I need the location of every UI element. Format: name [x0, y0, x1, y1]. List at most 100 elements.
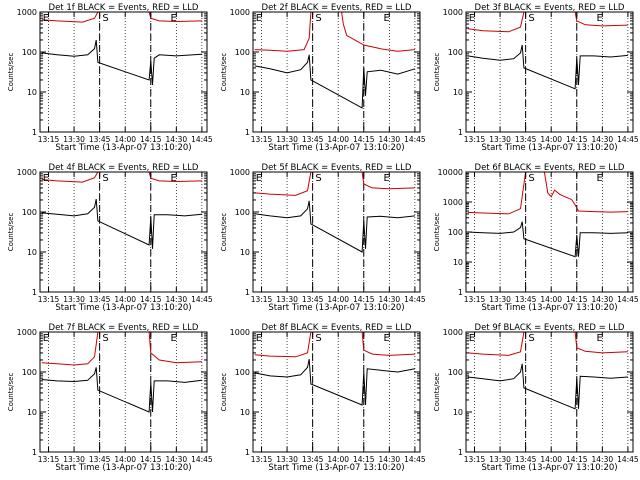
plot-frame	[252, 331, 421, 453]
events-series-line	[254, 358, 415, 406]
event-marker-label: E	[384, 333, 390, 344]
chart-title: Det 8f BLACK = Events, RED = LLD	[262, 323, 412, 333]
x-tick-label: 14:30	[379, 295, 401, 304]
x-tick-label: 13:30	[276, 455, 298, 464]
y-tick-label: 1000	[443, 328, 463, 337]
y-axis-label: Counts/sec	[220, 373, 228, 412]
y-tick-label: 100	[235, 368, 250, 377]
plot-frame	[252, 11, 421, 133]
events-series-line	[254, 200, 415, 253]
y-tick-label: 1000	[17, 8, 37, 17]
x-axis-label: Start Time (13-Apr-07 13:10:20)	[268, 303, 404, 313]
event-marker-label: E	[43, 173, 49, 184]
x-tick-label: 14:00	[540, 455, 562, 464]
y-axis-label: Counts/sec	[433, 53, 441, 92]
plot-frame	[39, 171, 208, 293]
x-tick-label: 13:30	[276, 295, 298, 304]
x-tick-label: 14:30	[166, 455, 188, 464]
chart-panel: 1 10 100 1000 13:15 13:30 13:45 14:00 14:15 14:30…	[7, 163, 213, 313]
x-tick-label: 13:45	[515, 295, 537, 304]
event-marker-label: E	[256, 333, 262, 344]
y-tick-label: 100	[22, 368, 37, 377]
y-tick-label: 1	[458, 128, 463, 137]
x-axis-label: Start Time (13-Apr-07 13:10:20)	[55, 303, 191, 313]
x-tick-label: 14:00	[540, 295, 562, 304]
lld-series-line	[467, 171, 628, 215]
event-marker-label: E	[256, 173, 262, 184]
y-axis-label: Counts/sec	[433, 213, 441, 252]
plot-frame	[465, 11, 634, 133]
y-tick-label: 1000	[230, 168, 250, 177]
y-tick-label: 1000	[230, 328, 250, 337]
y-tick-label: 1000	[17, 168, 37, 177]
event-marker-label: E	[384, 13, 390, 24]
events-series-line	[254, 54, 416, 109]
y-axis-label: Counts/sec	[7, 53, 15, 92]
plot-frame	[39, 331, 208, 453]
x-tick-label: 14:30	[379, 455, 401, 464]
x-tick-label: 13:30	[489, 295, 511, 304]
y-tick-label: 1	[32, 448, 37, 457]
x-tick-label: 14:00	[114, 455, 136, 464]
event-marker-label: E	[597, 173, 603, 184]
y-axis-label: Counts/sec	[220, 53, 228, 92]
plot-frame	[252, 171, 421, 293]
x-axis-label: Start Time (13-Apr-07 13:10:20)	[268, 463, 404, 473]
x-tick-label: 14:15	[353, 135, 375, 144]
lld-series-line	[254, 11, 415, 52]
chart-title: Det 1f BLACK = Events, RED = LLD	[49, 3, 199, 13]
chart-panel: 1 10 100 1000 13:15 13:30 13:45 14:00 14:15 14:30…	[7, 323, 213, 473]
event-marker-label: S	[528, 173, 534, 184]
y-axis-label: Counts/sec	[7, 373, 15, 412]
chart-panel: 1 10 100 1000 13:15 13:30 13:45 14:00 14:15 14:30…	[220, 163, 426, 313]
event-marker-label: S	[528, 13, 534, 24]
y-tick-label: 1000	[230, 8, 250, 17]
x-tick-label: 13:45	[302, 135, 324, 144]
y-tick-label: 100	[448, 368, 463, 377]
plot-frame	[465, 331, 634, 453]
chart-title: Det 9f BLACK = Events, RED = LLD	[475, 323, 625, 333]
x-tick-label: 14:15	[140, 455, 162, 464]
x-tick-label: 13:45	[515, 455, 537, 464]
x-axis-label: Start Time (13-Apr-07 13:10:20)	[55, 143, 191, 153]
x-tick-label: 13:15	[38, 135, 60, 144]
x-tick-label: 14:15	[566, 135, 588, 144]
chart-title: Det 7f BLACK = Events, RED = LLD	[49, 323, 199, 333]
y-axis-label: Counts/sec	[220, 213, 228, 252]
x-tick-label: 13:30	[63, 455, 85, 464]
event-marker-label: E	[256, 13, 262, 24]
y-tick-label: 1	[458, 448, 463, 457]
event-marker-label: E	[171, 333, 177, 344]
plot-frame	[39, 11, 208, 133]
x-tick-label: 13:15	[38, 455, 60, 464]
x-tick-label: 13:45	[89, 295, 111, 304]
lld-series-line	[41, 331, 202, 366]
x-tick-label: 14:45	[404, 135, 426, 144]
y-tick-label: 10	[27, 248, 37, 257]
events-series-line	[467, 221, 628, 258]
y-tick-label: 100	[22, 208, 37, 217]
x-tick-label: 14:30	[166, 295, 188, 304]
lld-series-line	[254, 171, 415, 196]
x-tick-label: 13:15	[251, 455, 273, 464]
x-tick-label: 14:30	[592, 455, 614, 464]
y-tick-label: 1	[245, 448, 250, 457]
plot-frame	[465, 171, 634, 293]
x-tick-label: 13:15	[464, 295, 486, 304]
event-marker-label: E	[597, 333, 603, 344]
x-tick-label: 14:15	[353, 295, 375, 304]
y-tick-label: 10	[27, 88, 37, 97]
x-tick-label: 14:30	[166, 135, 188, 144]
x-tick-label: 13:45	[89, 455, 111, 464]
x-tick-label: 14:00	[114, 295, 136, 304]
y-tick-label: 1	[245, 128, 250, 137]
y-axis-label: Counts/sec	[433, 373, 441, 412]
chart-title: Det 6f BLACK = Events, RED = LLD	[475, 163, 625, 173]
x-axis-label: Start Time (13-Apr-07 13:10:20)	[481, 463, 617, 473]
event-marker-label: E	[469, 333, 475, 344]
x-axis-label: Start Time (13-Apr-07 13:10:20)	[268, 143, 404, 153]
lld-series-line	[41, 171, 202, 183]
x-tick-label: 14:00	[540, 135, 562, 144]
event-marker-label: S	[102, 173, 108, 184]
